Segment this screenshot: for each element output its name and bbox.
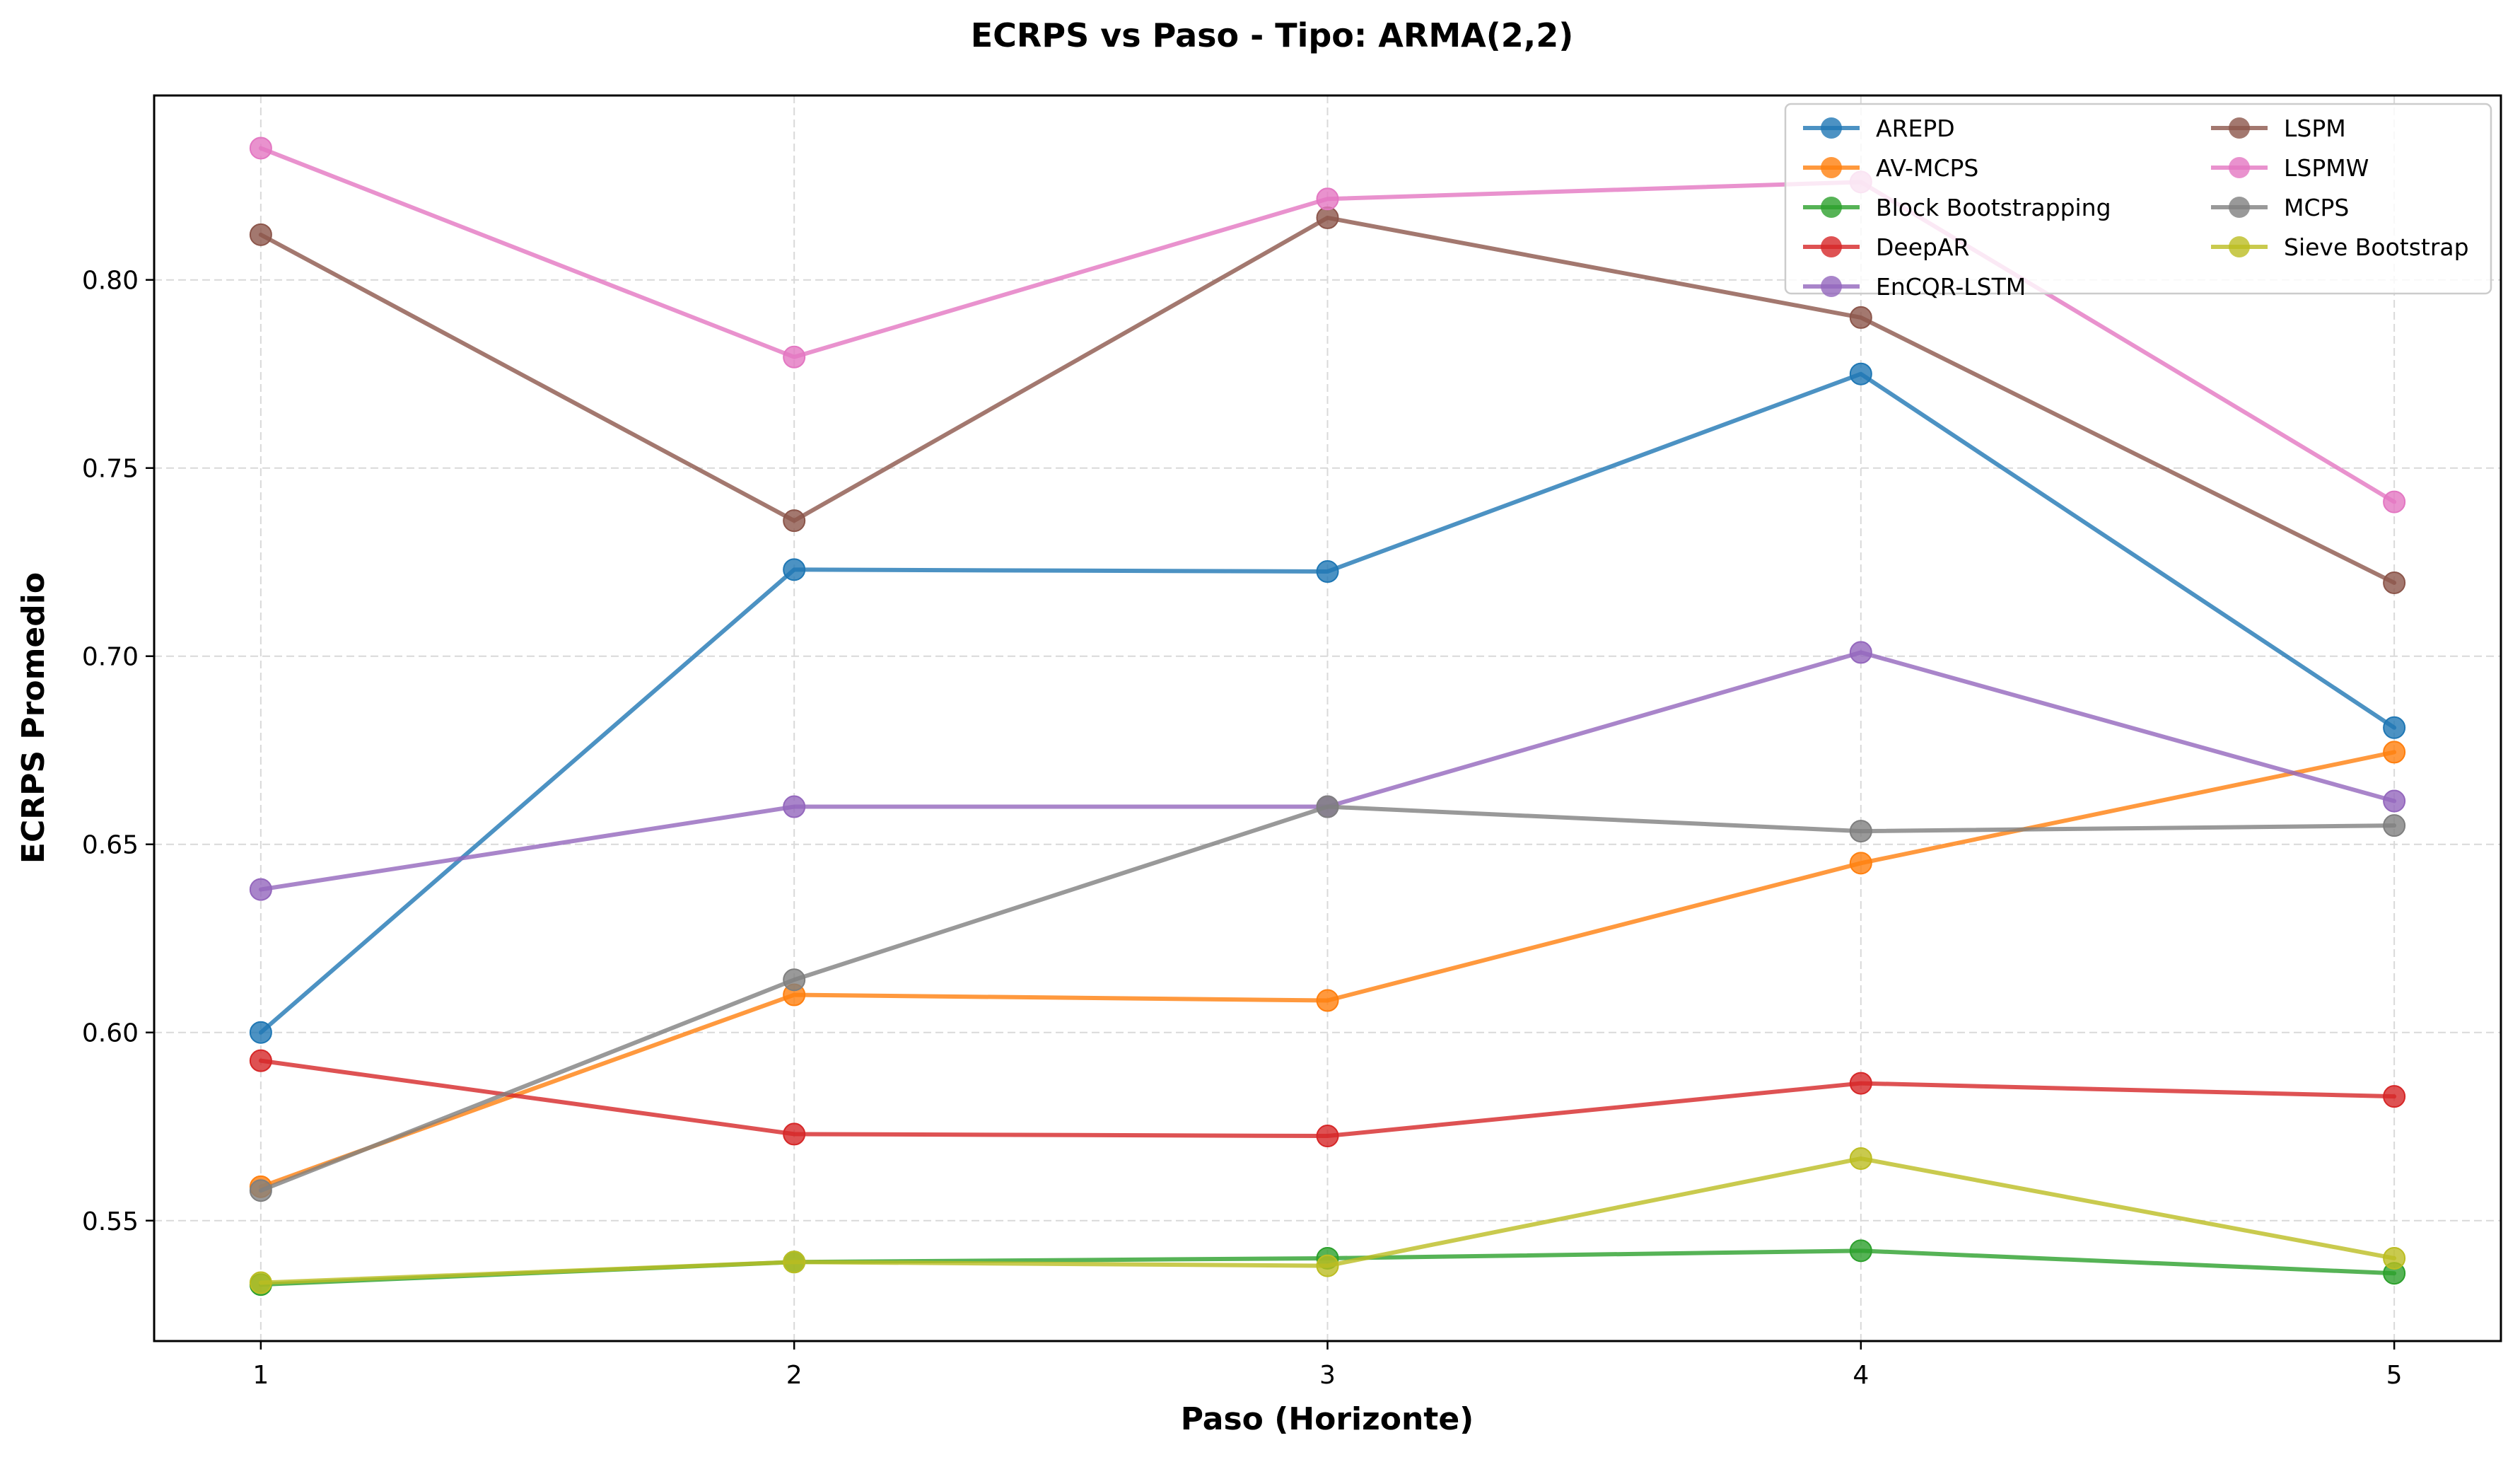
data-point-encqr-lstm <box>2383 789 2406 813</box>
legend-item-lspmw: LSPMW <box>2211 154 2369 182</box>
series-arepd <box>249 362 2406 1044</box>
x-tick-label: 4 <box>1853 1361 1869 1390</box>
data-point-sieve-bootstrap <box>783 1251 806 1274</box>
data-point-mcps <box>783 968 806 992</box>
x-tick-label: 1 <box>252 1361 269 1390</box>
data-point-lspm <box>2383 571 2406 594</box>
legend-swatch-marker <box>1821 117 1842 139</box>
legend-swatch-marker <box>2229 157 2250 178</box>
data-point-arepd <box>249 1021 272 1044</box>
legend-item-sieve-bootstrap: Sieve Bootstrap <box>2211 233 2469 261</box>
legend-swatch-marker <box>1821 236 1842 257</box>
legend-item-arepd: AREPD <box>1803 115 1955 142</box>
series-mcps <box>249 795 2406 1202</box>
y-axis-label: ECRPS Promedio <box>16 572 52 864</box>
x-axis-label: Paso (Horizonte) <box>1181 1401 1474 1437</box>
legend: AREPD AV-MCPS Block Bootstrapping DeepAR EnC… <box>1784 103 2492 301</box>
x-tick-label: 3 <box>1319 1361 1336 1390</box>
data-point-lspm <box>1316 206 1339 229</box>
data-point-lspmw <box>2383 490 2406 514</box>
data-point-av-mcps <box>1849 852 1872 875</box>
x-axis-ticks: 1 2 3 4 5 <box>252 1341 2403 1390</box>
legend-box <box>1784 103 2492 295</box>
legend-label: DeepAR <box>1876 233 1969 261</box>
series-layer <box>249 137 2406 1296</box>
legend-label: MCPS <box>2284 194 2349 221</box>
data-point-arepd <box>1849 362 1872 385</box>
data-point-deepar <box>783 1122 806 1146</box>
y-tick-label: 0.60 <box>82 1019 139 1048</box>
series-lspm <box>249 206 2406 594</box>
legend-label: LSPM <box>2284 115 2346 142</box>
data-point-lspm <box>783 509 806 533</box>
y-tick-label: 0.55 <box>82 1207 139 1236</box>
data-point-mcps <box>1316 795 1339 818</box>
legend-swatch-marker <box>1821 276 1842 297</box>
series-sieve-bootstrap <box>249 1147 2406 1294</box>
legend-items: AREPD AV-MCPS Block Bootstrapping DeepAR EnC… <box>1803 115 2469 301</box>
data-point-lspmw <box>249 137 272 160</box>
data-point-encqr-lstm <box>1849 641 1872 664</box>
y-tick-label: 0.70 <box>82 643 139 672</box>
data-point-sieve-bootstrap <box>1316 1254 1339 1277</box>
x-tick-label: 2 <box>786 1361 803 1390</box>
data-point-arepd <box>783 558 806 581</box>
legend-item-deepar: DeepAR <box>1803 233 1969 261</box>
legend-item-av-mcps: AV-MCPS <box>1803 154 1978 182</box>
data-point-encqr-lstm <box>783 795 806 818</box>
legend-label: LSPMW <box>2284 154 2369 182</box>
data-point-sieve-bootstrap <box>1849 1147 1872 1170</box>
legend-label: AREPD <box>1876 115 1955 142</box>
legend-item-encqr-lstm: EnCQR-LSTM <box>1803 273 2026 301</box>
y-tick-label: 0.80 <box>82 267 139 296</box>
data-point-arepd <box>1316 560 1339 584</box>
data-point-mcps <box>2383 814 2406 837</box>
data-point-lspm <box>1849 306 1872 329</box>
data-point-encqr-lstm <box>249 878 272 901</box>
data-point-sieve-bootstrap <box>249 1271 272 1294</box>
legend-label: Sieve Bootstrap <box>2284 233 2469 261</box>
data-point-lspmw <box>1316 187 1339 211</box>
legend-item-block-bootstrapping: Block Bootstrapping <box>1803 194 2111 221</box>
data-point-deepar <box>2383 1085 2406 1108</box>
legend-swatch-marker <box>2229 197 2250 218</box>
legend-label: AV-MCPS <box>1876 154 1978 182</box>
legend-swatch-marker <box>1821 157 1842 178</box>
data-point-lspm <box>249 223 272 246</box>
y-tick-label: 0.65 <box>82 831 139 860</box>
data-point-mcps <box>1849 820 1872 843</box>
legend-item-mcps: MCPS <box>2211 194 2349 221</box>
legend-item-lspm: LSPM <box>2211 115 2346 142</box>
chart-title: ECRPS vs Paso - Tipo: ARMA(2,2) <box>971 16 1573 54</box>
data-point-deepar <box>1849 1072 1872 1095</box>
legend-swatch-marker <box>2229 236 2250 257</box>
series-deepar <box>249 1049 2406 1148</box>
data-point-deepar <box>249 1049 272 1072</box>
data-point-av-mcps <box>2383 741 2406 764</box>
data-point-deepar <box>1316 1125 1339 1148</box>
data-point-av-mcps <box>1316 989 1339 1012</box>
x-tick-label: 5 <box>2386 1361 2403 1390</box>
data-point-arepd <box>2383 716 2406 739</box>
data-point-sieve-bootstrap <box>2383 1246 2406 1270</box>
legend-label: Block Bootstrapping <box>1876 194 2111 221</box>
grid-layer <box>154 95 2501 1341</box>
y-axis-ticks: 0.55 0.60 0.65 0.70 0.75 0.80 <box>82 267 154 1236</box>
legend-swatch-marker <box>2229 117 2250 139</box>
legend-label: EnCQR-LSTM <box>1876 273 2026 301</box>
data-point-mcps <box>249 1179 272 1202</box>
legend-swatch-marker <box>1821 197 1842 218</box>
data-point-block-bootstrapping <box>1849 1239 1872 1263</box>
data-point-lspmw <box>783 345 806 369</box>
y-tick-label: 0.75 <box>82 455 139 484</box>
